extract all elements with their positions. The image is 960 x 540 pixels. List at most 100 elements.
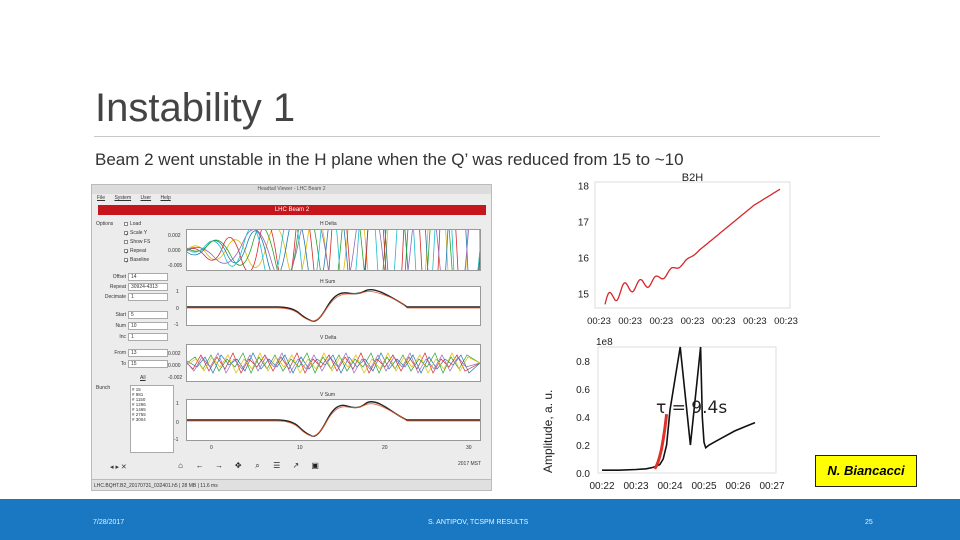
ytick: 1 [176,289,179,295]
menu-system[interactable]: System [114,195,132,201]
xtick: 0 [210,445,213,451]
field-from: From 13 [96,349,170,357]
app-titlebar: Headtail Viewer - LHC Beam 2 [92,185,491,194]
checkbox[interactable] [124,221,128,226]
field-input[interactable]: 5 [128,311,168,319]
plot-h-sum [186,286,481,326]
footer-date: 7/28/2017 [93,519,125,526]
ytick: -1 [174,437,179,443]
options-panel: Options Load ✓Scale Y Show FS ✓Repeat ✓B… [96,219,180,474]
plot-title-v-delta: V Delta [320,335,337,341]
xtick-label: 00:23 [681,316,705,327]
list-item[interactable]: # 1465 [132,407,146,412]
option-label: Scale Y [130,230,148,236]
menu-user[interactable]: User [140,195,152,201]
home-icon[interactable]: ⌂ [178,461,183,470]
ytick-label: 0.4 [576,413,590,424]
xtick-label: 00:23 [618,316,642,327]
pan-icon[interactable]: ✥ [234,461,242,470]
ytick-label: 0.2 [576,441,590,452]
ytick: -0.002 [168,375,183,381]
field-start: Start 5 [96,311,170,319]
checkbox[interactable] [124,239,128,244]
field-decimate: Decimate 1 [96,293,170,301]
field-label: Repeat [109,284,126,290]
series-line-fit [653,414,669,470]
option-label: Load [130,221,142,227]
plot-v-delta [186,344,481,382]
xtick-label: 00:23 [649,316,673,327]
menu-file[interactable]: File [97,195,106,201]
all-button[interactable]: All [140,375,146,381]
xtick-label: 00:26 [725,481,750,492]
list-item[interactable]: # 15 [132,387,141,392]
ytick: 0.002 [168,233,181,239]
status-clock: 2017 MST [458,461,482,467]
plot-title-v-sum: V Sum [320,392,336,398]
nav-arrows-icon[interactable]: ◂ ▸ ✕ [110,464,127,471]
configure-icon[interactable]: ☰ [273,461,281,470]
field-input[interactable]: 30924-4313 [128,283,168,291]
app-menubar: File System User Help [92,194,491,203]
list-item[interactable]: # 1296 [132,402,146,407]
field-input[interactable]: 10 [128,322,168,330]
plot-h-delta [186,185,481,350]
plot-title-h-sum: H Sum [320,279,336,285]
field-repeat: Repeat 30924-4313 [96,283,170,291]
xtick-label: 00:22 [589,481,614,492]
list-item[interactable]: # 981 [132,392,144,397]
bunch-list[interactable]: # 15 # 981 # 1150 # 1296 # 1465 # 2755 #… [130,385,174,453]
edit-curve-icon[interactable]: ↗ [292,461,300,470]
ytick: 0.000 [168,363,181,369]
ytick-label: 16 [578,254,590,265]
field-input[interactable]: 15 [128,360,168,368]
field-input[interactable]: 1 [128,333,168,341]
xtick-label: 00:23 [743,316,767,327]
xtick-label: 00:27 [759,481,784,492]
field-offset: Offset 14 [96,273,170,281]
checkbox-checked[interactable]: ✓ [124,230,130,238]
option-show-fs[interactable]: Show FS [124,239,150,245]
field-input[interactable]: 14 [128,273,168,281]
menu-help[interactable]: Help [160,195,171,201]
save-icon[interactable]: ▣ [311,461,319,470]
checkbox-checked[interactable]: ✓ [124,248,130,256]
h-delta-traces [186,185,481,350]
field-label: Start [115,312,126,318]
status-bar: LHC.BQHT.B2_20170731_032401.h5 | 28 MB |… [92,479,491,490]
option-repeat[interactable]: ✓Repeat [124,248,146,256]
field-to: To 15 [96,360,170,368]
ytick-label: 17 [578,218,590,229]
option-load[interactable]: Load [124,221,141,227]
plot-toolbar: ⌂ ← → ✥ ⌕ ☰ ↗ ▣ [172,461,402,473]
option-baseline[interactable]: ✓Baseline [124,257,150,265]
field-inc: Inc 1 [96,333,170,341]
list-item[interactable]: # 2755 [132,412,146,417]
checkbox-checked[interactable]: ✓ [124,257,130,265]
field-num: Num 10 [96,322,170,330]
field-label: To [120,361,126,367]
list-item[interactable]: # 3004 [132,417,146,422]
xtick-label: 00:23 [774,316,798,327]
xtick-label: 00:25 [691,481,716,492]
xtick: 10 [297,445,303,451]
plot-v-sum [186,399,481,441]
footer-bar: 7/28/2017 S. ANTIPOV, TCSPM RESULTS 25 [0,499,960,540]
slide-title: Instability 1 [95,86,296,130]
option-scale-y[interactable]: ✓Scale Y [124,230,148,238]
list-item[interactable]: # 1150 [132,397,146,402]
ytick-label: 18 [578,182,590,193]
zoom-icon[interactable]: ⌕ [255,461,260,470]
series-line-signal [602,346,756,471]
xtick: 20 [382,445,388,451]
xtick-label: 00:23 [623,481,648,492]
forward-arrow-icon[interactable]: → [214,461,223,470]
field-input[interactable]: 1 [128,293,168,301]
slide-subtitle: Beam 2 went unstable in the H plane when… [95,150,684,169]
back-arrow-icon[interactable]: ← [195,461,204,470]
ytick: -1 [174,322,179,328]
v-delta-traces [186,352,481,374]
option-label: Baseline [130,257,150,263]
field-input[interactable]: 13 [128,349,168,357]
xtick-label: 00:24 [657,481,682,492]
